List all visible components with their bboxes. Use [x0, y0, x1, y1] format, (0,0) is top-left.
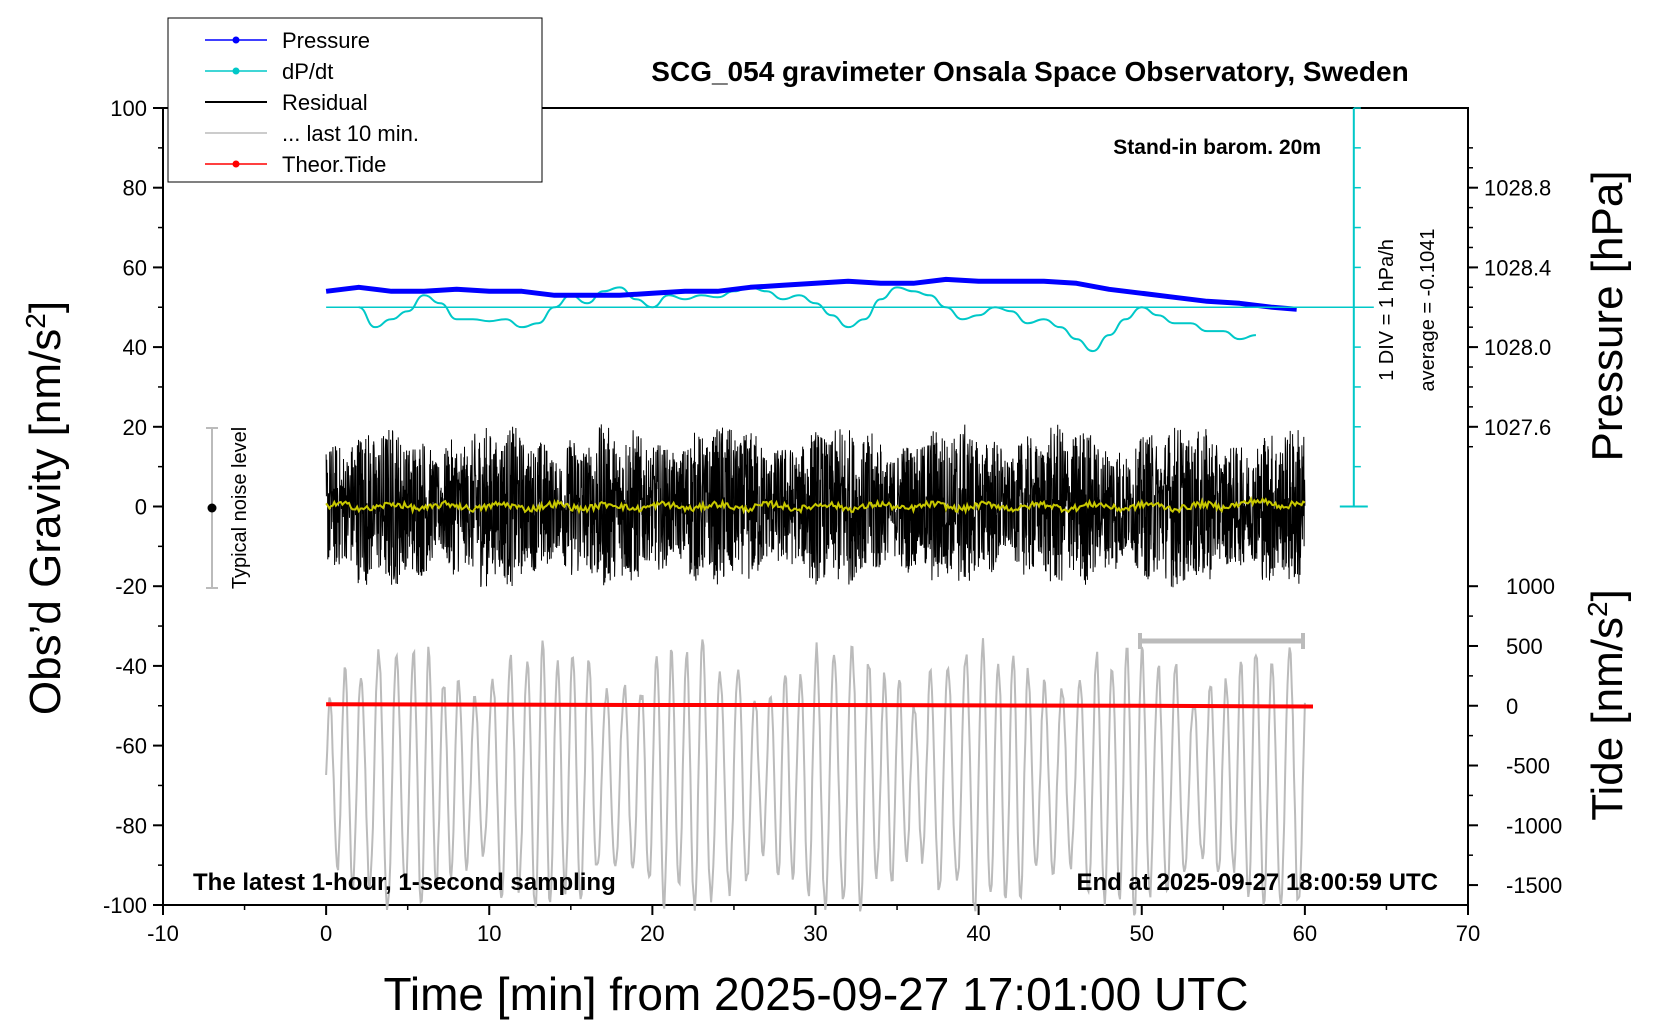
y-tick-label: 0 [135, 495, 147, 520]
stand-in-note: Stand-in barom. 20m [1113, 136, 1321, 159]
x-axis-label: Time [min] from 2025-09-27 17:01:00 UTC [384, 968, 1249, 1020]
y-tick-label: 40 [123, 335, 147, 360]
x-tick-label: 60 [1293, 921, 1317, 946]
y-axis-pressure-label: Pressure [hPa] [1583, 170, 1632, 461]
noise-level-bar [206, 427, 218, 589]
x-tick-label: 40 [966, 921, 990, 946]
tide-tick-label: 1000 [1506, 574, 1555, 599]
y-axis-tide: -1500 -1000 -500 0 500 1000 [1468, 574, 1562, 898]
dpdt-scale-bar [326, 107, 1374, 508]
pressure-tick-label: 1028.0 [1484, 335, 1551, 360]
series-residual [325, 424, 1306, 588]
y-tick-label: -40 [115, 654, 147, 679]
end-time-note: End at 2025-09-27 18:00:59 UTC [1077, 869, 1439, 896]
y-tick-label: 60 [123, 255, 147, 280]
y-tick-label: -100 [103, 893, 147, 918]
y-axis-pressure: 1027.6 1028.0 1028.4 1028.8 [1468, 147, 1551, 448]
pressure-tick-label: 1028.8 [1484, 176, 1551, 201]
y-tick-label: 20 [123, 415, 147, 440]
sampling-note: The latest 1-hour, 1-second sampling [193, 869, 616, 896]
pressure-tick-label: 1028.4 [1484, 255, 1551, 280]
legend-label: Residual [282, 90, 368, 115]
legend-label: Pressure [282, 28, 370, 53]
x-tick-label: 0 [320, 921, 332, 946]
tide-tick-label: 500 [1506, 634, 1543, 659]
tide-tick-label: -500 [1506, 754, 1550, 779]
x-axis: -10 0 10 20 30 40 50 60 70 [147, 905, 1480, 946]
legend-marker [232, 67, 240, 75]
tide-tick-label: -1500 [1506, 873, 1562, 898]
y-axis-left-label: Obs’d Gravity [nm/s2] [20, 301, 71, 715]
legend-box [167, 17, 543, 183]
legend: Pressure dP/dt Residual ... last 10 min. The… [167, 17, 543, 183]
x-tick-label: 20 [640, 921, 664, 946]
series-pressure [325, 276, 1297, 312]
legend-label: Theor.Tide [282, 152, 386, 177]
series-residual-smoothed [325, 496, 1306, 516]
x-tick-label: -10 [147, 921, 179, 946]
noise-level-label: Typical noise level [229, 427, 251, 589]
x-tick-label: 10 [477, 921, 501, 946]
y-tick-label: 100 [110, 96, 147, 121]
last-10-min-bracket [1138, 633, 1305, 649]
chart-title: SCG_054 gravimeter Onsala Space Observat… [651, 56, 1408, 87]
y-tick-label: -80 [115, 813, 147, 838]
tide-tick-label: -1000 [1506, 813, 1562, 838]
div-note: 1 DIV = 1 hPa/h [1376, 239, 1398, 381]
legend-label: dP/dt [282, 59, 333, 84]
pressure-tick-label: 1027.6 [1484, 415, 1551, 440]
legend-marker [232, 36, 240, 44]
y-tick-label: -60 [115, 734, 147, 759]
x-tick-label: 50 [1130, 921, 1154, 946]
series-dpdt [358, 286, 1256, 353]
y-axis-left: -100 -80 -60 -40 -20 0 20 40 60 80 100 [103, 96, 163, 918]
series-theor-tide [326, 702, 1314, 709]
y-axis-tide-label: Tide [nm/s2] [1582, 589, 1633, 821]
average-note: average = -0.1041 [1417, 229, 1439, 392]
legend-marker [232, 160, 240, 168]
tide-tick-label: 0 [1506, 694, 1518, 719]
y-tick-label: -20 [115, 574, 147, 599]
series-layer [325, 276, 1314, 916]
noise-level-marker [207, 503, 217, 513]
y-tick-label: 80 [123, 176, 147, 201]
legend-label: ... last 10 min. [282, 121, 419, 146]
x-tick-label: 70 [1456, 921, 1480, 946]
x-tick-label: 30 [803, 921, 827, 946]
